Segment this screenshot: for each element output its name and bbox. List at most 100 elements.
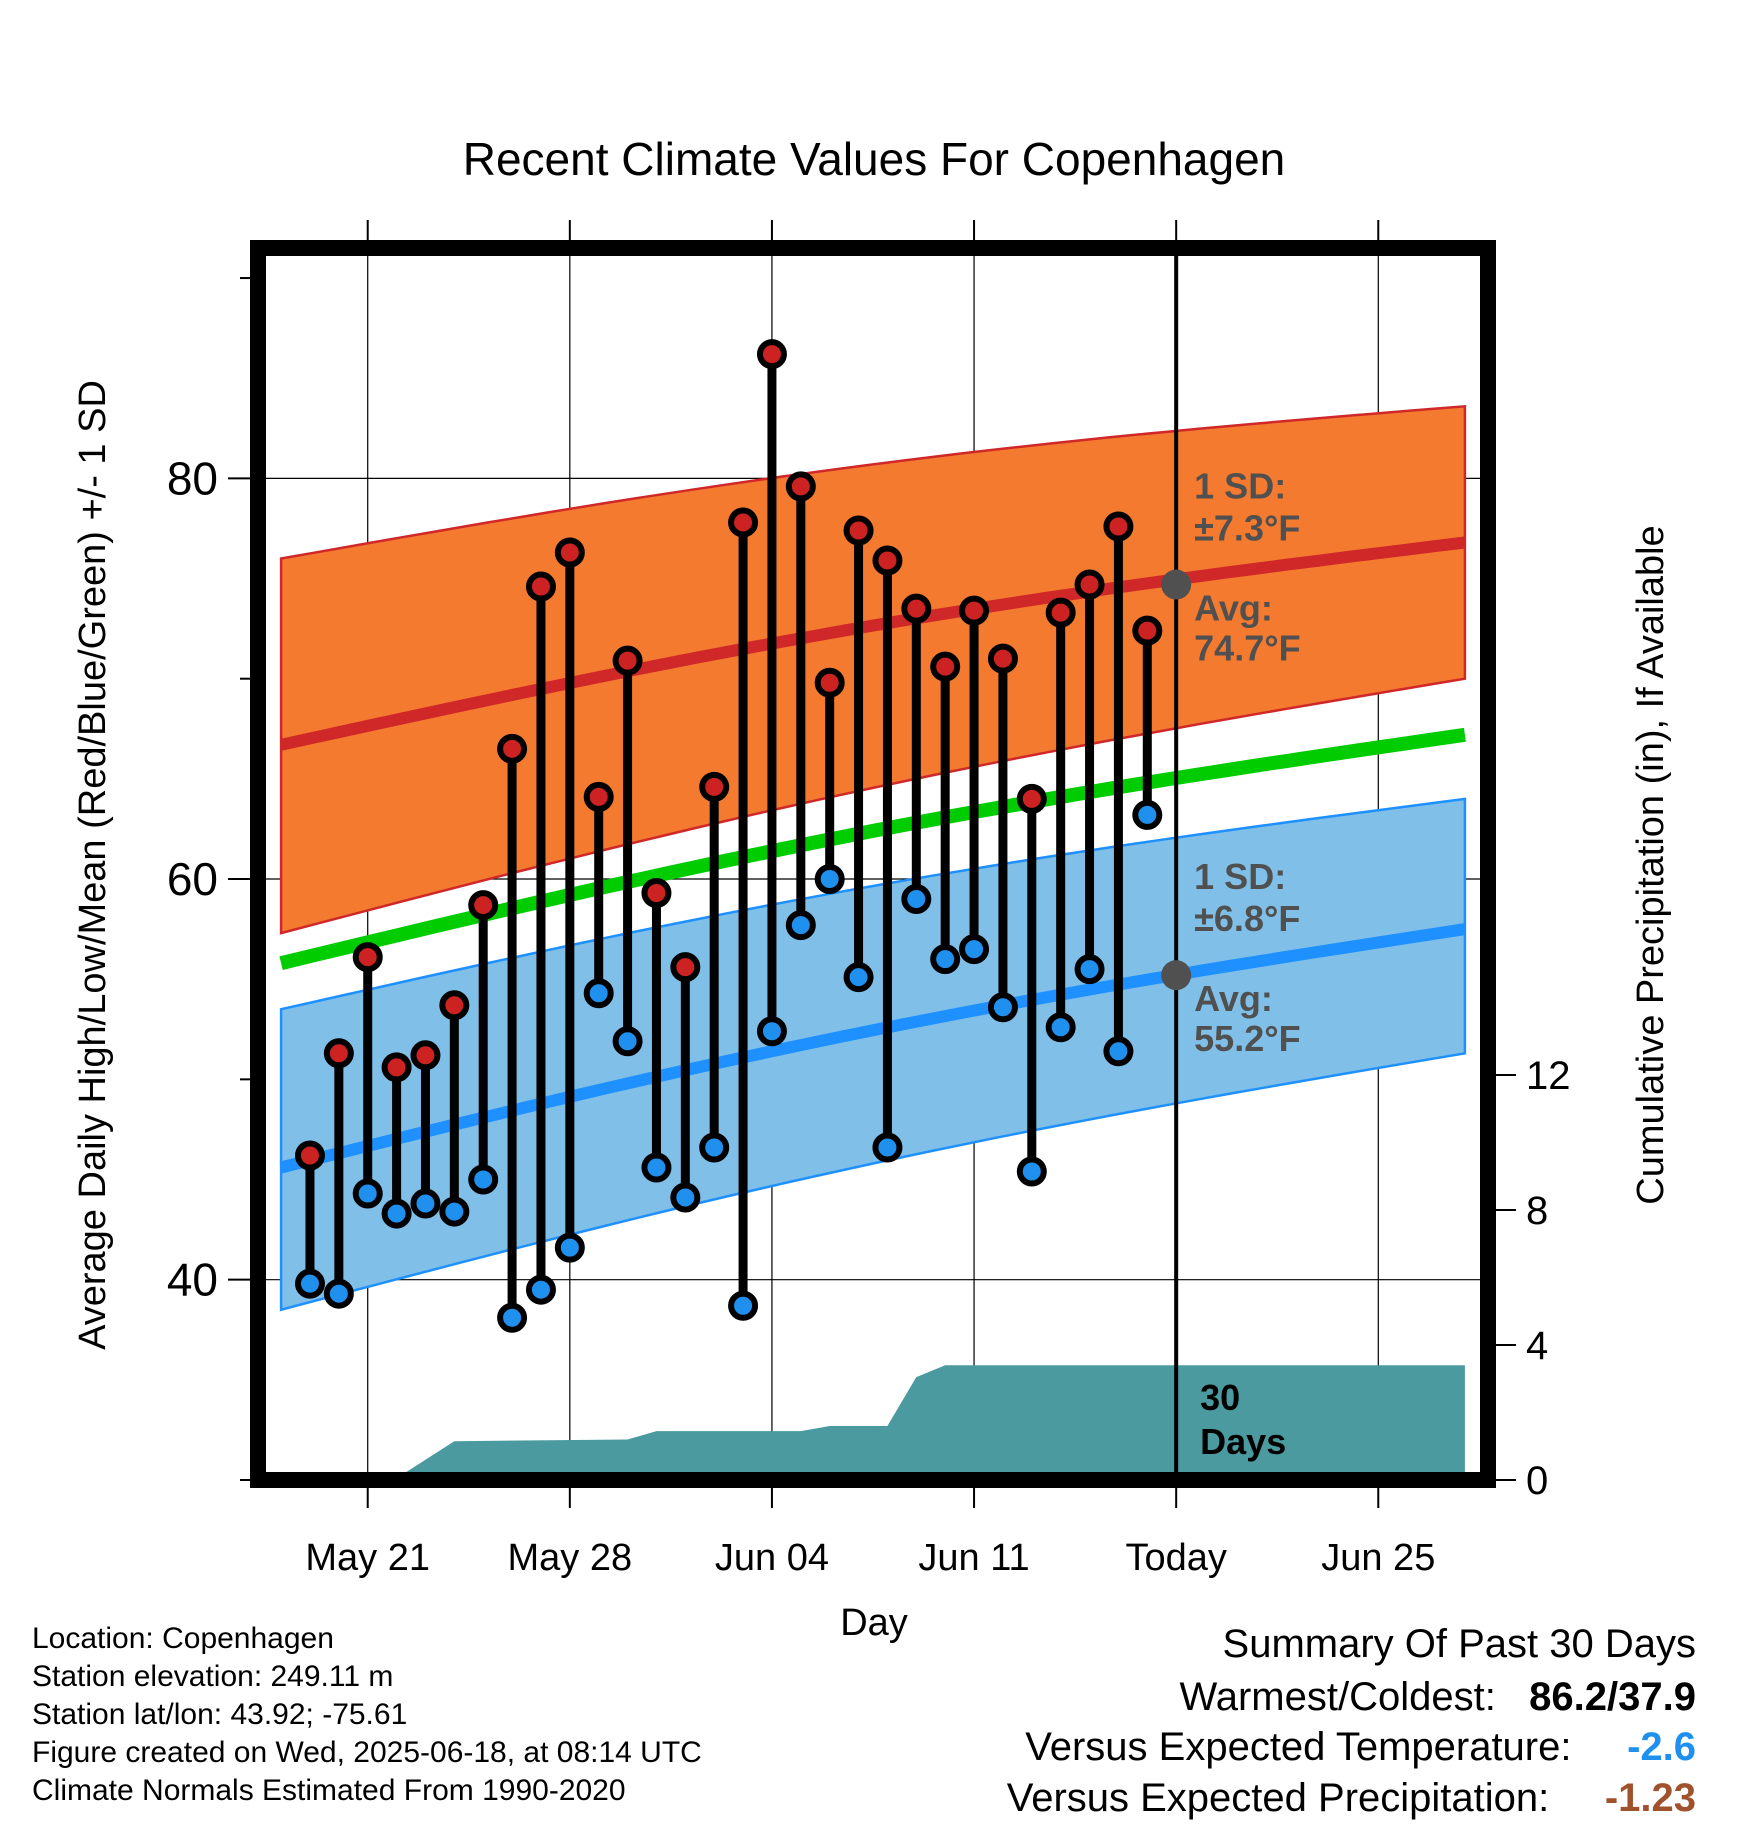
chart-title: Recent Climate Values For Copenhagen: [463, 133, 1286, 185]
created-text: Figure created on Wed, 2025-06-18, at 08…: [32, 1736, 702, 1769]
x-tick-label: Jun 25: [1321, 1537, 1435, 1579]
daily-high-point: [554, 537, 585, 568]
x-tick-label: May 28: [508, 1537, 633, 1579]
daily-low-point: [323, 1278, 354, 1309]
daily-high-point: [785, 471, 816, 502]
daily-low-point: [554, 1232, 585, 1263]
daily-low-point: [1016, 1156, 1047, 1187]
daily-low-point: [525, 1274, 556, 1305]
daily-high-point: [1103, 511, 1134, 542]
daily-low-point: [670, 1182, 701, 1213]
low-sd-annotation-value: ±6.8°F: [1194, 898, 1300, 939]
daily-high-point: [814, 667, 845, 698]
elevation-text: Station elevation: 249.11 m: [32, 1660, 394, 1693]
daily-high-point: [612, 645, 643, 676]
x-tick-label: Today: [1125, 1537, 1226, 1579]
daily-low-point: [1103, 1036, 1134, 1067]
daily-high-point: [381, 1052, 412, 1083]
daily-high-point: [1132, 615, 1163, 646]
daily-low-point: [352, 1178, 383, 1209]
y-tick-label: 40: [167, 1254, 218, 1306]
summary-heading: Summary Of Past 30 Days: [1222, 1622, 1696, 1666]
daily-high-point: [699, 771, 730, 802]
latlon-text: Station lat/lon: 43.92; -75.61: [32, 1698, 408, 1731]
plot-frame: [250, 240, 1496, 1488]
daily-high-point: [901, 593, 932, 624]
daily-high-point: [294, 1140, 325, 1171]
high-avg-annotation: Avg:: [1194, 588, 1273, 629]
y2-axis-label: Cumulative Precipitation (in), If Availa…: [1630, 525, 1672, 1204]
daily-high-point: [468, 890, 499, 921]
daily-high-point: [987, 643, 1018, 674]
low-avg-annotation: Avg:: [1194, 978, 1273, 1019]
y2-tick-label: 4: [1526, 1324, 1548, 1368]
summary-temp-row: Versus Expected Temperature: -2.6: [1025, 1725, 1696, 1770]
daily-low-point: [699, 1132, 730, 1163]
daily-low-point: [612, 1026, 643, 1057]
avg-low-line: [279, 923, 1466, 1174]
y-tick-label: 80: [167, 452, 218, 504]
daily-high-point: [1074, 569, 1105, 600]
daily-high-point: [583, 781, 614, 812]
temp-label: Versus Expected Temperature:: [1025, 1725, 1572, 1769]
high-sd-annotation: 1 SD:: [1194, 465, 1286, 506]
daily-low-point: [728, 1290, 759, 1321]
daily-low-point: [468, 1164, 499, 1195]
daily-high-point: [439, 990, 470, 1021]
precip-label: Versus Expected Precipitation:: [1006, 1776, 1550, 1820]
station-info: Location: Copenhagen Station elevation: …: [32, 1620, 702, 1810]
daily-low-point: [756, 1016, 787, 1047]
daily-low-point: [1045, 1012, 1076, 1043]
x-tick-label: Jun 04: [715, 1537, 829, 1579]
daily-low-point: [439, 1196, 470, 1227]
daily-high-point: [352, 942, 383, 973]
x-axis-label: Day: [840, 1602, 908, 1644]
low-sd-annotation: 1 SD:: [1194, 856, 1286, 897]
warmest-value: 86.2/37.9: [1529, 1675, 1696, 1719]
summary-warmest-row: Warmest/Coldest: 86.2/37.9: [1179, 1675, 1696, 1720]
high-sd-annotation-value: ±7.3°F: [1194, 507, 1300, 548]
precip-annotation: 30: [1200, 1377, 1240, 1418]
high-avg-annotation-value: 74.7°F: [1194, 628, 1300, 669]
location-text: Location: Copenhagen: [32, 1622, 334, 1655]
summary-precip-row: Versus Expected Precipitation: -1.23: [1007, 1776, 1696, 1821]
daily-low-point: [901, 884, 932, 915]
precip-annotation-days: Days: [1200, 1421, 1286, 1462]
daily-high-point: [930, 651, 961, 682]
daily-low-point: [497, 1302, 528, 1333]
high-sd-band: [279, 404, 1467, 935]
daily-high-point: [843, 515, 874, 546]
daily-low-point: [1132, 799, 1163, 830]
daily-high-point: [525, 571, 556, 602]
low-sd-band: [279, 797, 1467, 1312]
daily-low-point: [930, 944, 961, 975]
y-tick-label: 60: [167, 853, 218, 905]
daily-high-point: [1016, 783, 1047, 814]
low-avg-annotation-value: 55.2°F: [1194, 1018, 1300, 1059]
daily-low-point: [843, 962, 874, 993]
y2-tick-label: 12: [1526, 1054, 1571, 1098]
daily-low-point: [785, 910, 816, 941]
daily-high-point: [959, 595, 990, 626]
daily-high-point: [670, 952, 701, 983]
daily-low-point: [381, 1198, 412, 1229]
x-tick-label: Jun 11: [918, 1537, 1029, 1579]
y2-tick-label: 0: [1526, 1459, 1548, 1503]
daily-high-point: [756, 339, 787, 370]
today-low-avg-marker: [1161, 960, 1192, 991]
daily-high-point: [872, 545, 903, 576]
daily-low-point: [294, 1268, 325, 1299]
daily-low-point: [814, 864, 845, 895]
daily-high-point: [410, 1040, 441, 1071]
y2-tick-label: 8: [1526, 1189, 1548, 1233]
daily-high-point: [323, 1038, 354, 1069]
temp-value: -2.6: [1627, 1725, 1696, 1769]
today-high-avg-marker: [1161, 569, 1192, 600]
daily-high-point: [497, 733, 528, 764]
daily-low-point: [987, 992, 1018, 1023]
daily-low-point: [1074, 954, 1105, 985]
precip-area: [281, 1365, 1465, 1480]
avg-high-line: [279, 536, 1466, 751]
daily-high-point: [1045, 597, 1076, 628]
